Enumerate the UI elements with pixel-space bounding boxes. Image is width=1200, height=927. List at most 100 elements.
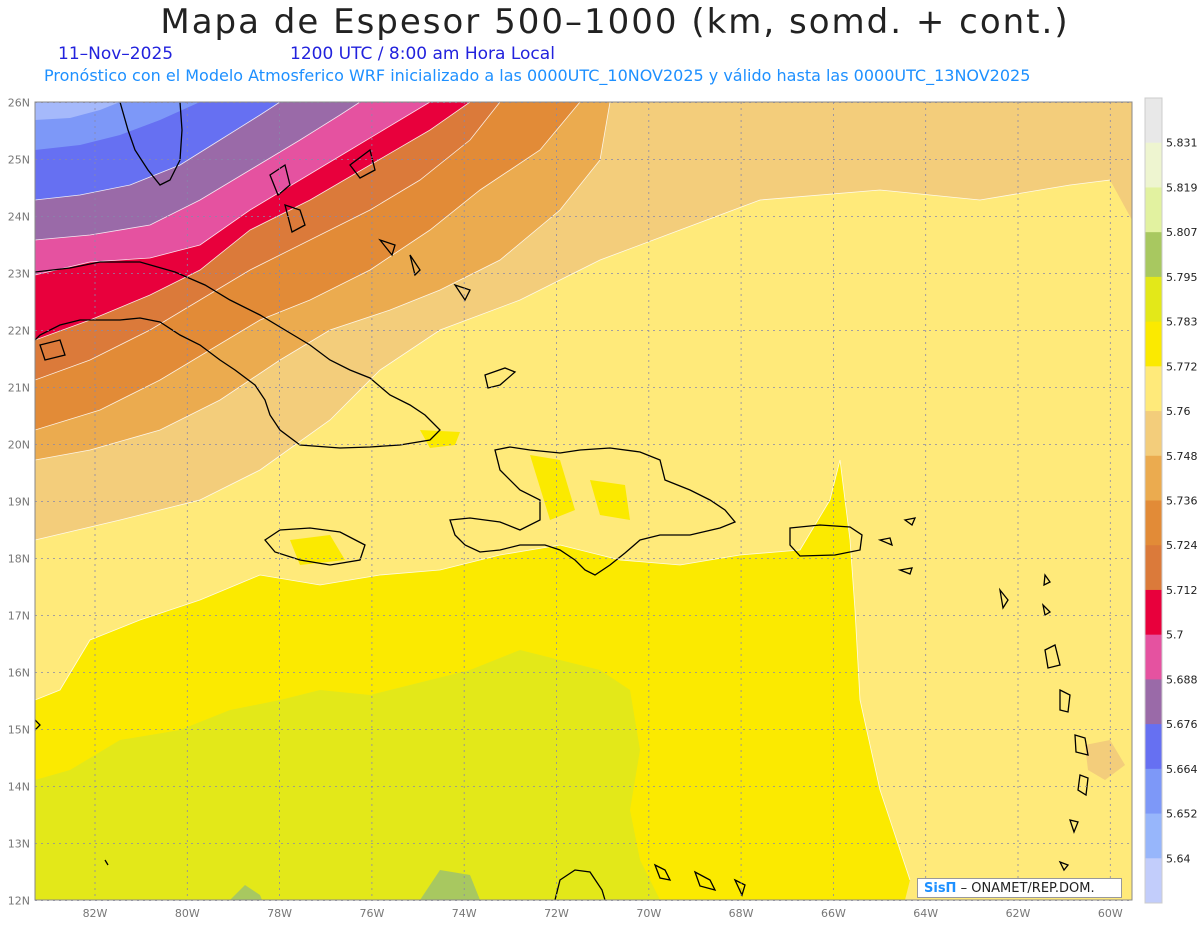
legend-level-label: 5.664: [1166, 763, 1198, 776]
lat-lon-grid: [35, 102, 1132, 901]
jamaica-coast: [264, 527, 366, 566]
contour-lines: [35, 102, 1111, 881]
legend-level-label: 5.724: [1166, 539, 1198, 552]
lat-label: 20N: [8, 439, 30, 452]
legend-swatch-pale-yellow: [1145, 142, 1162, 188]
lon-label: 62W: [1006, 907, 1031, 920]
lon-label: 78W: [267, 907, 292, 920]
lon-label: 60W: [1098, 907, 1123, 920]
credit-box: SisΠ – ONAMET/REP.DOM.: [917, 878, 1122, 898]
virgin-islands-3: [897, 567, 913, 575]
west-coast-fragment: [35, 719, 41, 731]
legend-level-label: 5.783: [1166, 316, 1198, 329]
legend-swatch-yellow-green: [1145, 276, 1162, 323]
dominica: [1059, 688, 1071, 713]
legend-level-label: 5.76: [1166, 405, 1191, 418]
legend-swatch-dark-orange: [1145, 545, 1162, 591]
lon-label: 80W: [175, 907, 200, 920]
turks-caicos: [484, 367, 517, 389]
south-america-coast: [554, 869, 606, 900]
margarita: [733, 878, 746, 897]
lat-label: 23N: [8, 268, 30, 281]
puerto-rico-coast: [789, 524, 863, 557]
plot-frame: [34, 101, 1133, 901]
lesser-antilles-2: [998, 587, 1009, 610]
legend-swatch-gray: [1145, 98, 1162, 144]
legend-swatch-green: [1145, 232, 1162, 278]
lon-label: 68W: [729, 907, 754, 920]
legend-swatch-med-blue: [1145, 768, 1162, 815]
lon-label: 76W: [359, 907, 384, 920]
lat-label: 17N: [8, 610, 30, 623]
virgin-islands-2: [903, 517, 917, 526]
legend-frame: [1144, 97, 1163, 904]
lat-label: 25N: [8, 154, 30, 167]
bahamas-island-5: [409, 254, 421, 277]
hispaniola-coast: [449, 446, 737, 576]
martinique: [1074, 734, 1089, 756]
isla-juventud-coast: [39, 339, 66, 361]
latitude-labels: 26N 25N 24N 23N 22N 21N 20N 19N 18N 17N 16N 15N 14N 1…: [8, 97, 30, 908]
bahamas-island-6: [453, 283, 471, 302]
color-legend: 5.831 5.819 5.807 5.795 5.783 5.772 5.76 5.748 5…: [1144, 97, 1198, 904]
small-island: [104, 859, 109, 866]
legend-level-label: 5.736: [1166, 495, 1198, 508]
lon-label: 64W: [913, 907, 938, 920]
lat-label: 13N: [8, 838, 30, 851]
lat-label: 12N: [8, 895, 30, 908]
lat-label: 19N: [8, 496, 30, 509]
forecast-time: 1200 UTC / 8:00 am Hora Local: [290, 44, 555, 64]
sispi-logo: SisΠ: [924, 881, 957, 896]
st-lucia: [1077, 774, 1089, 797]
coastlines: [35, 102, 1089, 900]
aruba-curacao: [653, 863, 672, 881]
lat-label: 24N: [8, 211, 30, 224]
bonaire: [693, 870, 717, 891]
lat-label: 18N: [8, 553, 30, 566]
legend-swatch-light-orange: [1145, 455, 1162, 501]
legend-level-label: 5.807: [1166, 226, 1198, 239]
legend-swatch-light-yellow: [1145, 366, 1162, 412]
st-vincent: [1069, 819, 1079, 834]
grenada: [1058, 860, 1070, 872]
credit-text: – ONAMET/REP.DOM.: [960, 881, 1095, 896]
lat-label: 26N: [8, 97, 30, 110]
lon-label: 70W: [636, 907, 661, 920]
legend-swatch-orange: [1145, 500, 1162, 546]
model-subtitle: Pronóstico con el Modelo Atmosferico WRF…: [44, 66, 1031, 85]
legend-level-label: 5.831: [1166, 137, 1198, 150]
lat-label: 22N: [8, 325, 30, 338]
bahamas-island-4: [378, 238, 396, 257]
legend-level-label: 5.688: [1166, 673, 1198, 686]
lat-label: 16N: [8, 667, 30, 680]
legend-swatch-red: [1145, 589, 1162, 636]
legend-swatch-light-green: [1145, 187, 1162, 233]
lat-label: 15N: [8, 724, 30, 737]
lesser-antilles-3: [1041, 603, 1052, 617]
legend-swatch-pale-blue: [1145, 858, 1162, 904]
lon-label: 66W: [821, 907, 846, 920]
legend-swatch-yellow: [1145, 321, 1162, 367]
legend-level-label: 5.748: [1166, 450, 1198, 463]
lat-label: 21N: [8, 382, 30, 395]
longitude-labels: 82W 80W 78W 76W 74W 72W 70W 68W 66W 64W 62W 60W: [83, 907, 1123, 920]
florida-coast: [119, 102, 183, 186]
legend-swatch-blue: [1145, 724, 1162, 770]
legend-level-label: 5.64: [1166, 852, 1191, 865]
legend-level-label: 5.795: [1166, 271, 1198, 284]
thickness-bands: [35, 102, 1132, 900]
map-title: Mapa de Espesor 500–1000 (km, somd. + co…: [160, 2, 1070, 42]
lon-label: 74W: [452, 907, 477, 920]
lon-label: 82W: [83, 907, 108, 920]
guadeloupe: [1044, 644, 1061, 669]
bahamas-island-3: [349, 148, 376, 179]
bahamas-island-2: [284, 204, 306, 233]
legend-level-label: 5.652: [1166, 808, 1198, 821]
legend-swatch-light-blue: [1145, 813, 1162, 859]
lesser-antilles-1: [1043, 573, 1051, 587]
virgin-islands-1: [877, 537, 893, 547]
legend-level-label: 5.7: [1166, 629, 1184, 642]
legend-level-label: 5.676: [1166, 718, 1198, 731]
legend-swatch-purple: [1145, 679, 1162, 725]
